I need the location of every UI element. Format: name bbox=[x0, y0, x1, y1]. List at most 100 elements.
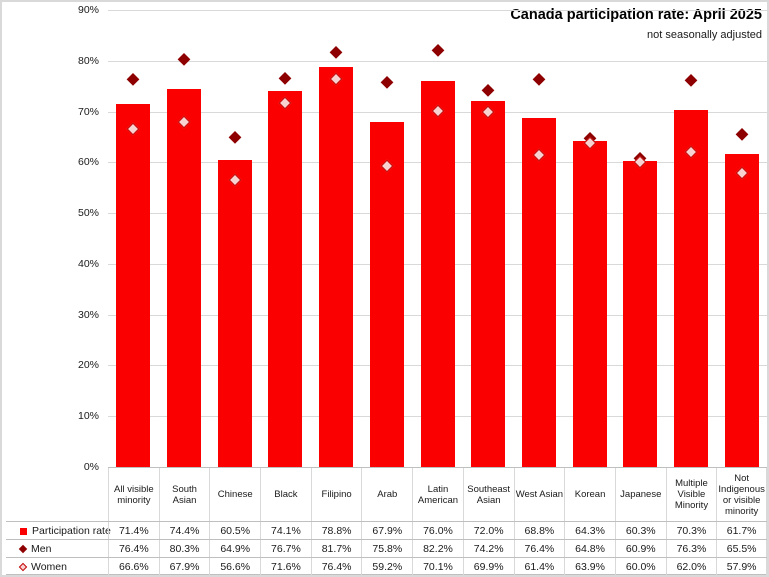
table-value: 74.1% bbox=[260, 522, 311, 540]
y-axis-tick-label: 80% bbox=[77, 54, 99, 67]
series-name: Women bbox=[31, 561, 67, 573]
men-marker bbox=[178, 53, 191, 66]
table-value: 60.0% bbox=[614, 558, 666, 575]
bar-black bbox=[268, 90, 303, 467]
legend-row-label: Men bbox=[18, 540, 52, 558]
y-axis: 0% 10% 20% 30% 40% 50% 60% 70% 80% 90% bbox=[2, 4, 99, 473]
table-value: 76.7% bbox=[260, 540, 311, 558]
gridline bbox=[108, 10, 767, 11]
table-value: 70.3% bbox=[665, 522, 717, 540]
table-value: 59.2% bbox=[361, 558, 412, 575]
table-value: 71.6% bbox=[260, 558, 311, 575]
y-axis-tick-label: 70% bbox=[77, 105, 99, 118]
table-value: 76.3% bbox=[665, 540, 717, 558]
table-value: 67.9% bbox=[158, 558, 210, 575]
bar-latin-american bbox=[420, 81, 455, 467]
bar-south-asian bbox=[167, 89, 202, 467]
legend-row-label: Women bbox=[18, 558, 67, 575]
table-value: 75.8% bbox=[361, 540, 412, 558]
men-marker bbox=[228, 131, 241, 144]
legend-diamond-icon bbox=[18, 544, 28, 554]
x-category-label: Southeast Asian bbox=[462, 468, 514, 521]
legend-square-icon bbox=[20, 527, 27, 535]
table-value: 61.7% bbox=[716, 522, 767, 540]
men-marker bbox=[127, 73, 140, 86]
table-value: 81.7% bbox=[310, 540, 362, 558]
plot-area bbox=[108, 10, 767, 468]
table-value: 63.9% bbox=[564, 558, 615, 575]
men-marker bbox=[684, 73, 697, 86]
bar-korean bbox=[572, 140, 607, 467]
x-category-label: Multiple Visible Minority bbox=[665, 468, 717, 521]
table-value: 78.8% bbox=[310, 522, 362, 540]
y-axis-tick-label: 40% bbox=[77, 257, 99, 270]
table-value: 80.3% bbox=[158, 540, 210, 558]
table-value: 71.4% bbox=[108, 522, 159, 540]
table-value: 76.0% bbox=[412, 522, 463, 540]
table-value: 82.2% bbox=[412, 540, 463, 558]
bar-southeast-asian bbox=[471, 101, 506, 467]
table-value: 70.1% bbox=[412, 558, 463, 575]
x-category-label: Chinese bbox=[209, 468, 260, 521]
bar-west-asian bbox=[521, 117, 556, 467]
table-value: 56.6% bbox=[209, 558, 260, 575]
table-value: 76.4% bbox=[513, 540, 565, 558]
table-value: 69.9% bbox=[462, 558, 514, 575]
table-value: 66.6% bbox=[108, 558, 159, 575]
x-category-label: Not Indigenous or visible minority bbox=[716, 468, 767, 521]
men-marker bbox=[532, 73, 545, 86]
y-axis-tick-label: 0% bbox=[83, 461, 99, 473]
table-value: 67.9% bbox=[361, 522, 412, 540]
table-value: 76.4% bbox=[108, 540, 159, 558]
gridline bbox=[108, 60, 767, 62]
x-category-label: South Asian bbox=[158, 468, 210, 521]
chart-title: Canada participation rate: April 2025 bbox=[510, 7, 762, 23]
table-value: 68.8% bbox=[513, 522, 565, 540]
table-value: 61.4% bbox=[513, 558, 565, 575]
table-value: 60.5% bbox=[209, 522, 260, 540]
x-category-label: Latin American bbox=[412, 468, 463, 521]
table-value: 72.0% bbox=[462, 522, 514, 540]
series-name: Participation rate bbox=[32, 525, 111, 537]
gridline bbox=[108, 467, 767, 468]
men-marker bbox=[735, 128, 748, 141]
bar-chinese bbox=[217, 159, 252, 467]
y-axis-tick-label: 30% bbox=[77, 308, 99, 321]
table-value: 74.2% bbox=[462, 540, 514, 558]
x-category-label: Arab bbox=[361, 468, 412, 521]
table-row: Men 76.4% 80.3% 64.9% 76.7% 81.7% 75.8% 82.2% 74… bbox=[6, 539, 767, 558]
x-category-label: West Asian bbox=[513, 468, 565, 521]
series-name: Men bbox=[31, 543, 52, 555]
men-marker bbox=[330, 46, 343, 59]
legend-row-label: Participation rate bbox=[20, 522, 111, 540]
table-value: 64.9% bbox=[209, 540, 260, 558]
x-category-label: All visible minority bbox=[108, 468, 159, 521]
bar-multiple-visible-minority bbox=[673, 110, 708, 467]
bar-japanese bbox=[623, 160, 658, 467]
table-value: 57.9% bbox=[716, 558, 767, 575]
y-axis-tick-label: 50% bbox=[77, 207, 99, 220]
x-category-label: Filipino bbox=[310, 468, 362, 521]
y-axis-tick-label: 20% bbox=[77, 359, 99, 372]
y-axis-tick-label: 10% bbox=[77, 410, 99, 423]
table-value: 62.0% bbox=[665, 558, 717, 575]
table-value: 65.5% bbox=[716, 540, 767, 558]
table-value: 76.4% bbox=[310, 558, 362, 575]
bar-filipino bbox=[319, 66, 354, 467]
men-marker bbox=[431, 43, 444, 56]
x-category-label: Black bbox=[260, 468, 311, 521]
table-value: 64.3% bbox=[564, 522, 615, 540]
x-category-label: Japanese bbox=[614, 468, 666, 521]
y-axis-tick-label: 60% bbox=[77, 156, 99, 169]
bar-arab bbox=[369, 122, 404, 467]
table-value: 60.9% bbox=[614, 540, 666, 558]
table-row: Participation rate 71.4% 74.4% 60.5% 74.1% 78… bbox=[6, 521, 767, 540]
table-row: Women 66.6% 67.9% 56.6% 71.6% 76.4% 59.2% 70.1%… bbox=[6, 557, 767, 575]
y-axis-tick-label: 90% bbox=[77, 4, 99, 16]
men-marker bbox=[482, 84, 495, 97]
men-marker bbox=[380, 76, 393, 89]
table-value: 60.3% bbox=[614, 522, 666, 540]
table-value: 64.8% bbox=[564, 540, 615, 558]
chart-subtitle: not seasonally adjusted bbox=[647, 29, 762, 41]
